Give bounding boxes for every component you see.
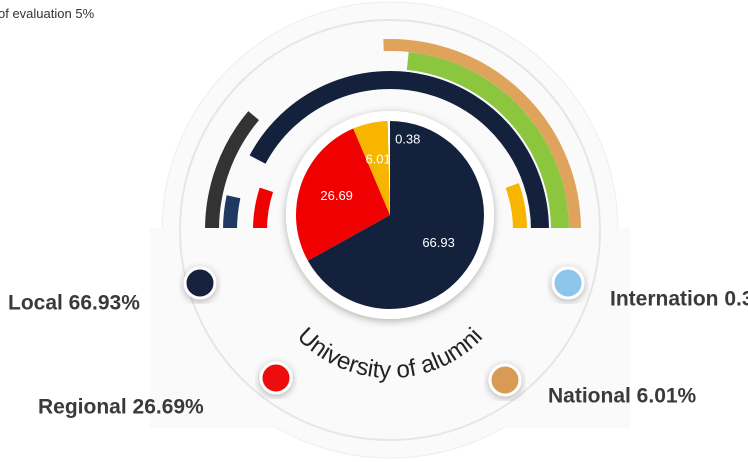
callout: Regional 26.69%	[38, 396, 204, 419]
pie-slice	[307, 121, 484, 309]
slice-label: 26.69	[320, 188, 353, 203]
icon	[183, 266, 217, 300]
pie-slice	[296, 128, 390, 261]
arc	[383, 39, 581, 231]
icon	[259, 361, 293, 395]
arc	[223, 195, 241, 231]
callout: National 6.01%	[548, 385, 697, 408]
decorative-arcs	[205, 39, 581, 231]
arc	[205, 111, 260, 231]
pie-slice	[353, 121, 390, 215]
callout: Local 66.93%	[8, 292, 140, 315]
header: of evaluation 5%	[0, 6, 95, 21]
pie: 66.93 26.69 6.01 0.38	[296, 121, 484, 309]
ring	[179, 19, 601, 441]
icon	[488, 363, 522, 397]
slice-label: 6.01	[365, 151, 390, 166]
callout: Internation 0.38%	[610, 288, 748, 311]
arc	[249, 71, 549, 231]
pie-slice	[387, 121, 390, 215]
slice-label: 0.38	[395, 131, 420, 146]
arc	[505, 183, 527, 231]
slice-label: 66.93	[422, 235, 455, 250]
arc	[253, 187, 274, 231]
icon	[551, 266, 585, 300]
arc	[406, 51, 569, 231]
